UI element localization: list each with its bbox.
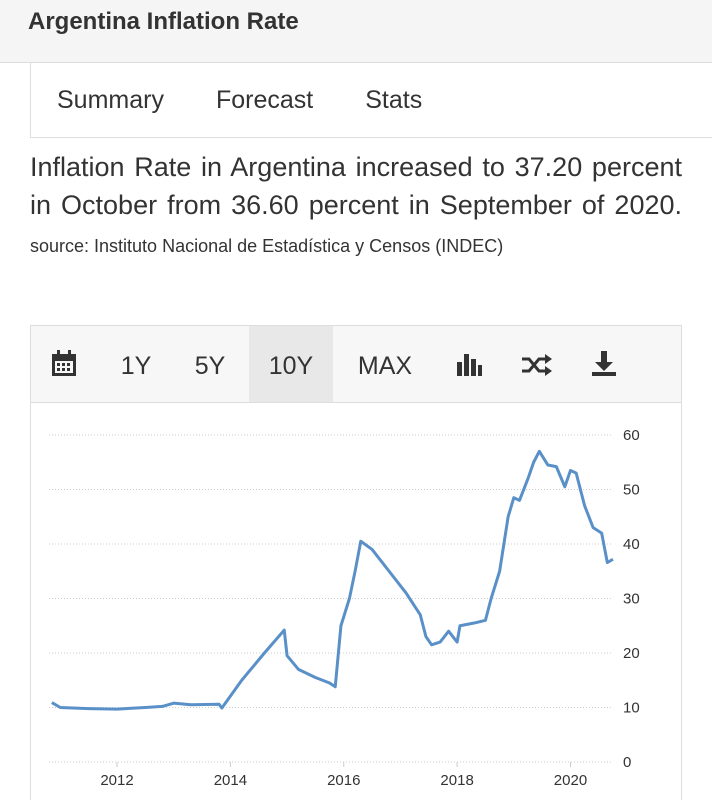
x-tick-label: 2014 — [214, 772, 247, 789]
y-tick-label: 30 — [623, 591, 640, 608]
description: Inflation Rate in Argentina increased to… — [30, 148, 682, 265]
description-text: Inflation Rate in Argentina increased to… — [30, 152, 682, 220]
page-title: Argentina Inflation Rate — [28, 8, 299, 35]
tab[interactable]: Stats — [365, 86, 423, 114]
range-button[interactable]: MAX — [357, 352, 413, 380]
toolbar: 1Y 5Y 10Y MAX — [30, 325, 682, 403]
tab[interactable]: Summary — [57, 86, 164, 114]
x-tick-label: 2012 — [100, 772, 133, 789]
y-tick-label: 60 — [623, 427, 640, 444]
tabs: Summary Forecast Stats — [30, 62, 712, 138]
chart: 0 10 20 30 40 50 60 2012 2014 2016 2018 2020 — [49, 427, 640, 789]
data-line — [51, 449, 614, 711]
range-button[interactable]: 10Y — [249, 326, 333, 402]
download-icon[interactable] — [591, 350, 617, 378]
header: Argentina Inflation Rate — [0, 0, 712, 63]
y-tick-label: 10 — [623, 700, 640, 717]
y-tick-label: 20 — [623, 645, 640, 662]
y-tick-label: 40 — [623, 536, 640, 553]
x-tick-label: 2016 — [327, 772, 360, 789]
bar-chart-icon[interactable] — [456, 352, 482, 378]
x-tick-label: 2020 — [554, 772, 587, 789]
y-tick-label: 0 — [623, 754, 631, 771]
shuffle-icon[interactable] — [521, 354, 553, 376]
y-tick-label: 50 — [623, 482, 640, 499]
calendar-icon[interactable] — [51, 350, 77, 378]
chart-container: 0 10 20 30 40 50 60 2012 2014 2016 2018 2020 — [30, 403, 682, 800]
range-button[interactable]: 5Y — [194, 352, 226, 380]
tab[interactable]: Forecast — [215, 86, 314, 114]
x-tick-label: 2018 — [440, 772, 473, 789]
range-button[interactable]: 1Y — [120, 352, 152, 380]
source: source: Instituto Nacional de Estadístic… — [30, 236, 504, 256]
